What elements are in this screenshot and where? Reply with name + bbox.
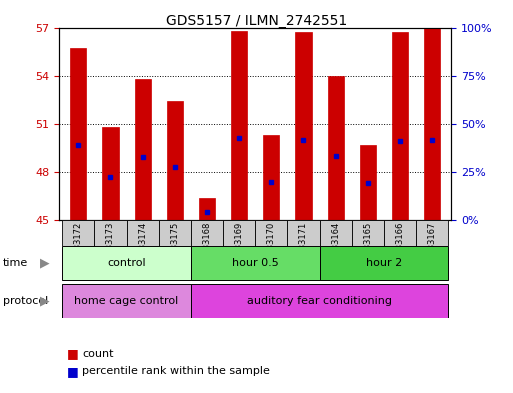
Text: GSM1383166: GSM1383166 [396,221,404,278]
Text: hour 0.5: hour 0.5 [232,258,279,268]
Text: home cage control: home cage control [74,296,179,306]
Bar [263,135,280,220]
Bar [62,284,191,318]
Bar [70,48,86,220]
Bar [159,220,191,246]
Text: count: count [82,349,113,359]
Text: GDS5157 / ILMN_2742551: GDS5157 / ILMN_2742551 [166,14,347,28]
Bar [223,220,255,246]
Text: GSM1383167: GSM1383167 [428,221,437,278]
Bar [392,32,408,220]
Bar [295,32,311,220]
Bar [199,198,215,220]
Bar [231,31,247,220]
Text: auditory fear conditioning: auditory fear conditioning [247,296,392,306]
Bar [416,220,448,246]
Text: GSM1383171: GSM1383171 [299,221,308,277]
Text: percentile rank within the sample: percentile rank within the sample [82,366,270,376]
Text: GSM1383172: GSM1383172 [74,221,83,277]
Text: ▶: ▶ [40,294,50,307]
Text: GSM1383169: GSM1383169 [234,221,244,277]
Bar [127,220,159,246]
Bar [94,220,127,246]
Text: ■: ■ [67,347,78,360]
Text: GSM1383168: GSM1383168 [203,221,211,278]
Text: GSM1383164: GSM1383164 [331,221,340,277]
Bar [191,220,223,246]
Bar [255,220,287,246]
Bar [352,220,384,246]
Text: ▶: ▶ [40,257,50,270]
Bar [191,246,320,280]
Bar [360,145,376,220]
Bar [134,79,151,220]
Bar [320,220,352,246]
Text: control: control [107,258,146,268]
Bar [62,246,191,280]
Text: GSM1383175: GSM1383175 [170,221,180,277]
Bar [328,75,344,220]
Text: GSM1383170: GSM1383170 [267,221,276,277]
Bar [167,101,183,220]
Text: protocol: protocol [3,296,48,306]
Bar [424,28,440,220]
Text: time: time [3,258,28,268]
Bar [62,220,94,246]
Bar [287,220,320,246]
Bar [384,220,416,246]
Text: ■: ■ [67,365,78,378]
Bar [320,246,448,280]
Text: GSM1383174: GSM1383174 [138,221,147,277]
Text: hour 2: hour 2 [366,258,402,268]
Bar [103,127,119,220]
Text: GSM1383173: GSM1383173 [106,221,115,278]
Text: GSM1383165: GSM1383165 [363,221,372,277]
Bar [191,284,448,318]
